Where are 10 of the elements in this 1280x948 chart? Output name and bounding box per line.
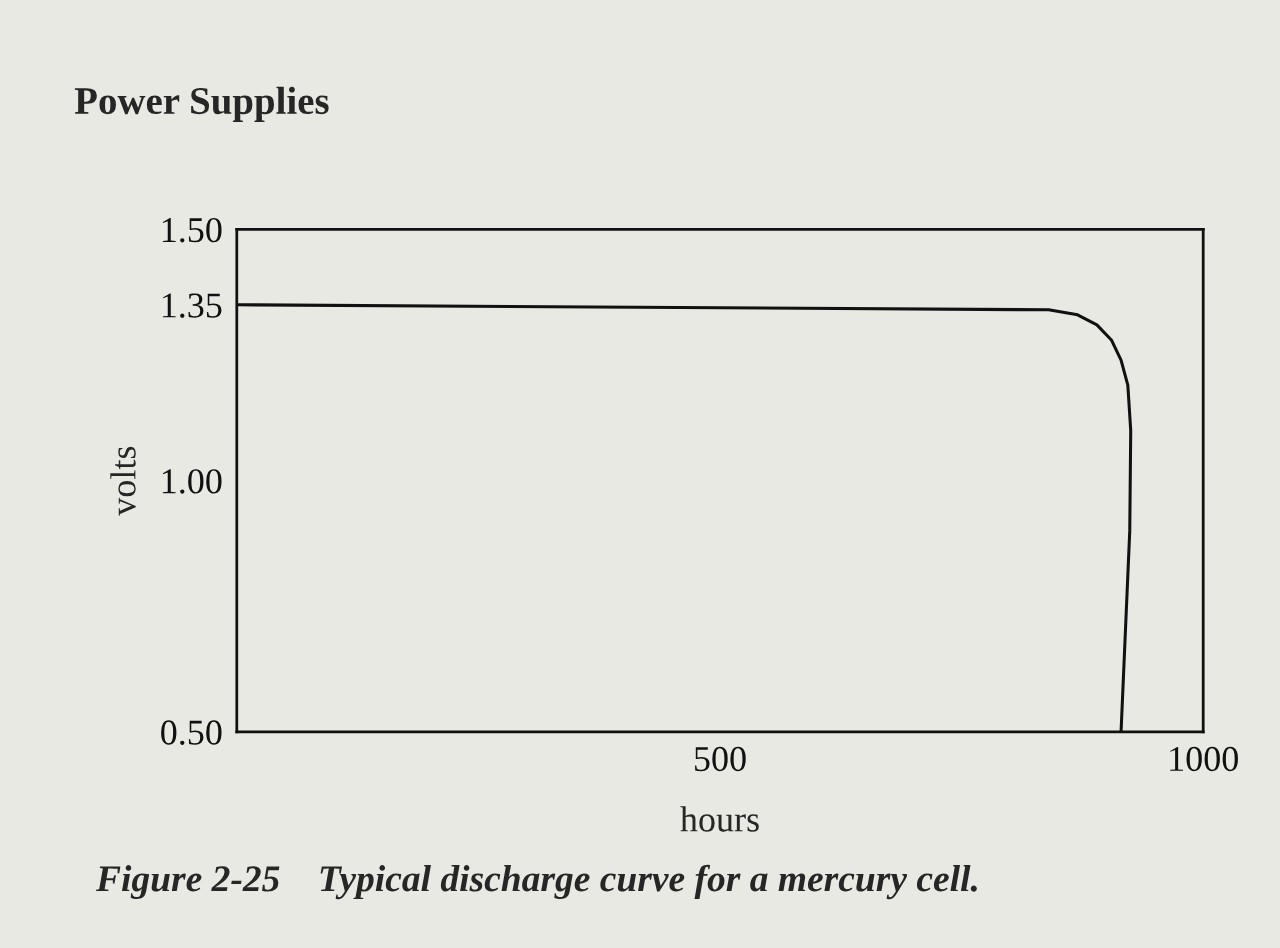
- y-tick-label: 1.35: [162, 293, 222, 318]
- x-tick-label: 500: [695, 746, 746, 772]
- chart-title: Power Supplies: [74, 86, 329, 123]
- caption: Figure 2-25 Typical discharge curve for a mercury cell.: [95, 864, 977, 900]
- y-axis-title: volts: [110, 446, 136, 516]
- x-axis-title: hours: [680, 806, 759, 832]
- y-tick-label: 0.50: [161, 720, 222, 745]
- y-tick-label: 1.50: [162, 217, 222, 243]
- x-tick-label: 1000: [1170, 746, 1238, 772]
- y-tick-label: 1.00: [162, 469, 222, 494]
